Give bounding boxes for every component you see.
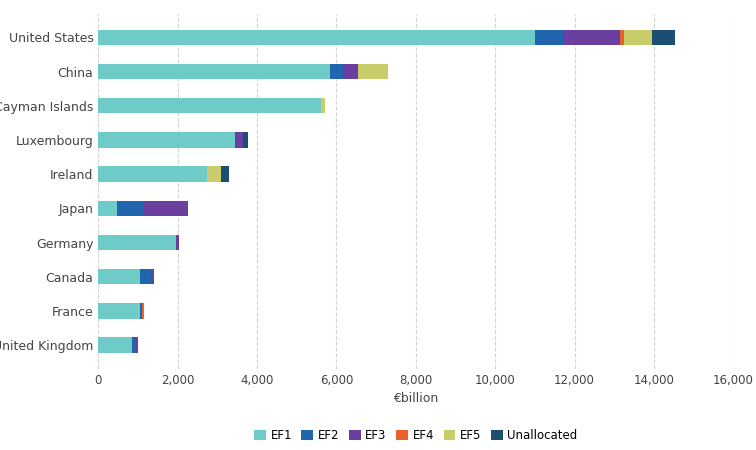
Legend: EF1, EF2, EF3, EF4, EF5, Unallocated: EF1, EF2, EF3, EF4, EF5, Unallocated (249, 425, 582, 447)
Bar (98, 98, 321, 113)
Bar (140, 269, 151, 284)
Bar (140, 303, 141, 319)
Bar (98, 235, 175, 250)
Bar (330, 64, 343, 79)
Bar (358, 64, 388, 79)
Bar (142, 303, 144, 319)
Bar (151, 269, 154, 284)
Bar (98, 269, 140, 284)
Bar (98, 30, 535, 45)
Bar (98, 64, 330, 79)
Bar (98, 201, 117, 216)
Bar (207, 166, 222, 182)
Bar (321, 98, 324, 113)
Bar (243, 132, 248, 148)
Bar (620, 30, 624, 45)
Bar (562, 30, 620, 45)
Bar (136, 338, 138, 353)
Bar (141, 303, 142, 319)
Bar (117, 201, 144, 216)
Bar (235, 132, 243, 148)
Bar (98, 132, 235, 148)
Bar (222, 166, 229, 182)
Bar (144, 201, 188, 216)
X-axis label: €billion: €billion (393, 392, 438, 405)
Bar (343, 64, 358, 79)
Bar (98, 303, 140, 319)
Bar (652, 30, 675, 45)
Bar (175, 235, 179, 250)
Bar (624, 30, 652, 45)
Bar (132, 338, 136, 353)
Bar (98, 338, 132, 353)
Bar (535, 30, 562, 45)
Bar (98, 166, 207, 182)
